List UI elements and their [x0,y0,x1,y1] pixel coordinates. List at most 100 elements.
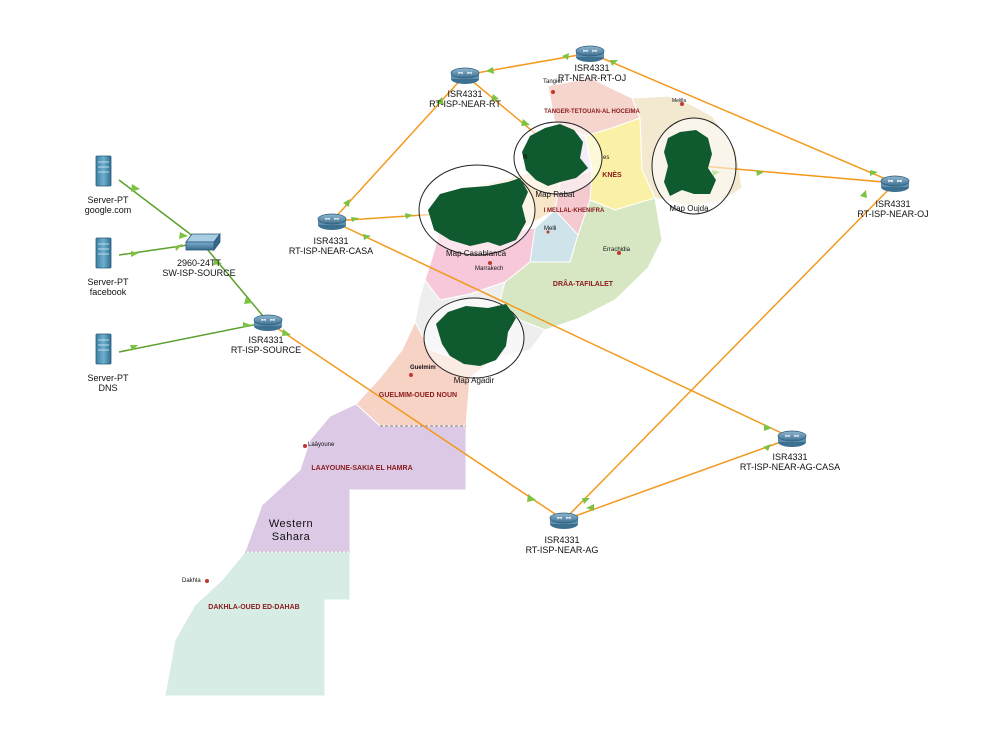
link-up-arrow [763,444,771,451]
link-up-arrow [343,199,350,207]
city-melli: Melli [544,226,557,232]
server-dns-icon[interactable] [95,333,112,365]
link-up-arrow [131,184,140,192]
link-up-arrow [870,170,878,176]
city-melilla: Melilla [672,98,687,104]
city-tangier: Tangier [543,79,563,85]
link-up-arrow [405,213,413,219]
router-rt-oj-icon[interactable] [880,175,910,192]
device-type: ISR4331 [574,63,610,73]
cluster-casablanca-shape [428,178,528,246]
device-name: RT-ISP-NEAR-RT [429,99,501,109]
router-rt-casa-label[interactable]: ISR4331 RT-ISP-NEAR-CASA [289,236,373,256]
link-rtagcasa-rtag [563,437,793,521]
device-name: RT-ISP-SOURCE [230,345,302,355]
link-sw-rtsource [201,242,269,323]
switch-icon[interactable] [185,232,221,252]
router-icons[interactable] [253,45,910,529]
router-rt-rt-label[interactable]: ISR4331 RT-ISP-NEAR-RT [429,89,501,109]
region-label-laayoune: LAAYOUNE-SAKIA EL HAMRA [311,465,413,472]
link-rtsource-rtag [267,321,565,521]
map-cluster-agadir[interactable] [423,297,525,379]
link-up-arrow [131,251,139,257]
link-up-arrow [521,119,530,126]
link-up-arrow [282,329,291,336]
city-marrakech: Marrakech [475,266,504,272]
region-label-western-sahara: Western Sahara [268,518,314,543]
cluster-oujda-shape [664,130,716,196]
link-up-arrow [491,94,499,101]
link-up-arrow [243,322,251,328]
link-rtcasa-rtrt [331,74,466,222]
city-dakhla: Dakhla [182,578,201,584]
link-up-arrow [860,190,867,198]
router-rt-source-label[interactable]: ISR4331 RT-ISP-SOURCE [231,335,301,355]
server-dns-label[interactable]: Server-PT DNS [87,373,128,393]
device-name: RT-ISP-NEAR-OJ [857,209,929,219]
map-rabat-label[interactable]: Map Rabat [535,190,575,199]
device-name: RT-ISP-NEAR-AG [525,545,599,555]
links [118,52,896,521]
map-casablanca-label[interactable]: Map Casablanca [445,249,507,258]
router-rt-source-icon[interactable] [253,314,283,331]
city-laayoune: Laâyoune [308,442,335,448]
map-cluster-casablanca[interactable] [418,164,536,256]
link-up-arrow [562,53,569,60]
device-type: ISR4331 [544,535,580,545]
device-name: RT-ISP-NEAR-CASA [288,246,374,256]
link-rtoj-rtag [563,182,896,521]
device-name: SW-ISP-SOURCE [162,268,236,278]
device-name: RT-ISP-NEAR-AG-CASA [739,462,841,472]
router-rt-ag-casa-label[interactable]: ISR4331 RT-ISP-NEAR-AG-CASA [740,452,840,472]
device-type: ISR4331 [875,199,911,209]
router-rt-ag-label[interactable]: ISR4331 RT-ISP-NEAR-AG [526,535,599,555]
device-type: ISR4331 [447,89,483,99]
link-rtcasa-rtagcasa [331,220,793,439]
server-google-label[interactable]: Server-PT google.com [85,195,132,215]
server-facebook-icon[interactable] [95,237,112,269]
link-up-arrow [179,232,188,239]
link-up-arrow [175,244,183,251]
map-agadir-label[interactable]: Map Agadir [453,376,495,385]
region-dakhla [164,551,351,697]
device-type: ISR4331 [313,236,349,246]
link-up-arrow [213,258,222,265]
device-type: Server-PT [87,373,129,383]
link-up-arrow [436,97,444,105]
cluster-agadir-shape [436,304,516,366]
router-rt-rt-icon[interactable] [450,67,480,84]
region-label-tanger-text: TANGER-TETOUAN-AL HOCEIMA [544,109,640,115]
region-label-draa: DRÂA-TAFILALET [552,281,614,288]
city-guelmim: Guelmim [410,365,436,371]
router-rt-ag-icon[interactable] [549,512,579,529]
router-rt-rt-oj-icon[interactable] [575,45,605,62]
city-fes-partial: es [603,155,610,161]
device-type: ISR4331 [772,452,808,462]
region-label-dakhla: DAKHLA-OUED ED-DAHAB [208,604,300,611]
link-up-arrow [764,424,772,431]
router-rt-rt-oj-label[interactable]: ISR4331 RT-NEAR-RT-OJ [558,63,626,83]
link-up-arrow [486,67,494,74]
router-rt-casa-icon[interactable] [317,213,347,230]
map-cluster-rabat[interactable] [513,121,603,195]
map-cluster-oujda[interactable] [651,117,737,215]
device-name: facebook [89,287,127,297]
server-google-icon[interactable] [95,155,112,187]
link-rtrt-rtrtoj [464,52,591,76]
link-up-arrow [586,504,594,511]
region-label-guelmim: GUELMIM-OUED NOUN [378,392,458,399]
router-rt-oj-label[interactable]: ISR4331 RT-ISP-NEAR-OJ [857,199,928,219]
link-up-arrow [610,60,618,66]
region-label-meknes: KNÈS [602,172,622,179]
map-oujda-label[interactable]: Map Oujda [669,204,709,213]
device-type: 2960-24TT [176,258,222,268]
region-label-tanger: TANGER-TETOUAN-AL HOCEIMA [544,109,640,116]
device-name: RT-NEAR-RT-OJ [557,73,627,83]
region-label-beni-mellal: I MELLAL-KHENIFRA [543,208,605,214]
router-rt-ag-casa-icon[interactable] [777,430,807,447]
server-facebook-label[interactable]: Server-PT facebook [87,277,128,297]
switch-label[interactable]: 2960-24TT SW-ISP-SOURCE [162,258,235,278]
cluster-rabat-shape [522,124,588,186]
